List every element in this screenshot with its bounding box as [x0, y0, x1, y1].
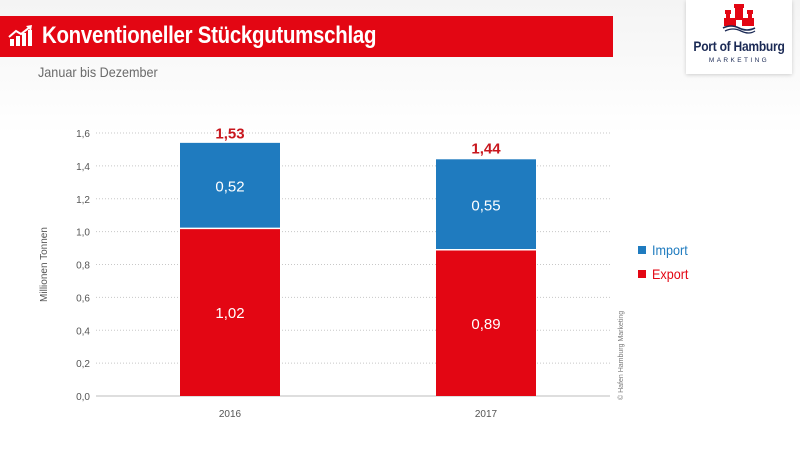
- x-tick-label: 2017: [475, 409, 498, 420]
- logo-name: Port of Hamburg: [693, 38, 785, 54]
- y-tick-label: 0,0: [76, 392, 90, 403]
- hamburg-castle-icon: [722, 4, 756, 34]
- legend-item-export: Export: [638, 266, 692, 282]
- y-tick-label: 0,4: [76, 326, 90, 337]
- logo-subtitle: MARKETING: [708, 57, 770, 64]
- data-label-import-2017: 0,55: [471, 198, 500, 215]
- y-tick-label: 0,2: [76, 359, 90, 370]
- y-tick-label: 1,4: [76, 162, 90, 173]
- y-tick-label: 0,8: [76, 261, 90, 272]
- copyright-note: © Hafen Hamburg Marketing: [618, 310, 625, 400]
- legend-label-export: Export: [652, 266, 689, 282]
- y-tick-label: 1,6: [76, 129, 90, 140]
- page-subtitle: Januar bis Dezember: [38, 64, 158, 80]
- bar-export-2016: [180, 228, 280, 396]
- data-label-export-2017: 0,89: [471, 316, 500, 333]
- legend-swatch-import: [638, 246, 646, 254]
- legend-swatch-export: [638, 270, 646, 278]
- x-tick-label: 2016: [219, 409, 242, 420]
- total-label-2016: 1,53: [215, 126, 244, 143]
- total-label-2017: 1,44: [471, 140, 501, 157]
- port-of-hamburg-logo: Port of Hamburg MARKETING: [686, 0, 792, 74]
- bar-import-2017: [436, 159, 536, 250]
- bar-export-2017: [436, 249, 536, 396]
- data-label-export-2016: 1,02: [215, 305, 244, 322]
- y-tick-label: 0,6: [76, 293, 90, 304]
- bar-import-2016: [180, 142, 280, 229]
- legend-label-import: Import: [652, 242, 688, 258]
- y-axis-title: Millionen Tonnen: [39, 227, 50, 302]
- data-label-import-2016: 0,52: [215, 179, 244, 196]
- legend-item-import: Import: [638, 242, 692, 258]
- y-tick-label: 1,2: [76, 195, 90, 206]
- title-bar: Konventioneller Stückgutumschlag: [0, 16, 613, 57]
- rising-chart-icon: [8, 25, 32, 46]
- y-tick-label: 1,0: [76, 228, 90, 239]
- page-title: Konventioneller Stückgutumschlag: [42, 22, 377, 49]
